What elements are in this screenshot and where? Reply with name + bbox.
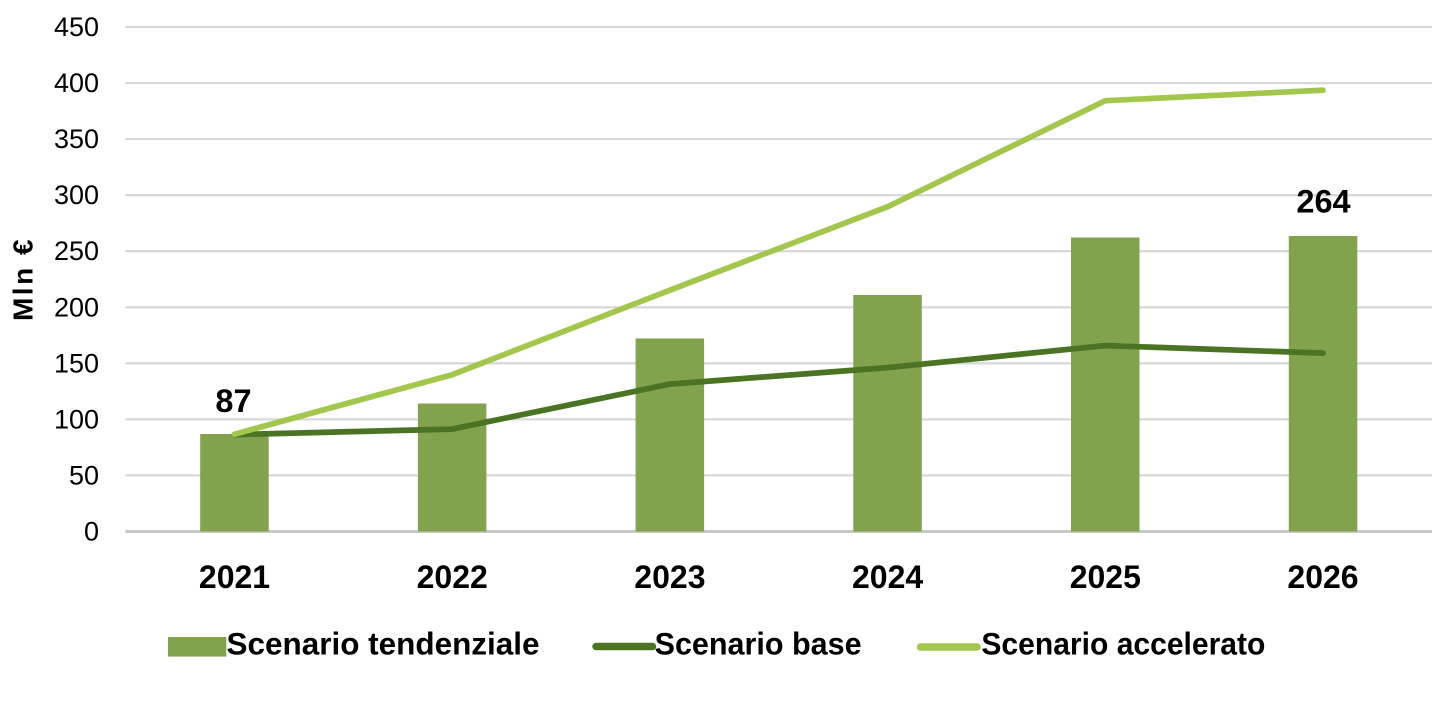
svg-text:Scenario base: Scenario base [655, 626, 862, 662]
svg-text:264: 264 [1296, 184, 1350, 220]
svg-text:0: 0 [84, 517, 99, 547]
svg-text:87: 87 [215, 383, 251, 419]
svg-text:2023: 2023 [634, 559, 705, 595]
svg-text:150: 150 [54, 348, 99, 378]
svg-text:450: 450 [54, 12, 99, 42]
svg-text:Mln €: Mln € [8, 237, 39, 321]
svg-text:Scenario accelerato: Scenario accelerato [981, 626, 1265, 662]
svg-text:350: 350 [54, 124, 99, 154]
svg-text:200: 200 [54, 292, 99, 322]
svg-text:2026: 2026 [1287, 559, 1358, 595]
svg-text:100: 100 [54, 404, 99, 434]
svg-text:300: 300 [54, 180, 99, 210]
svg-text:2024: 2024 [852, 559, 923, 595]
svg-text:2025: 2025 [1070, 559, 1141, 595]
svg-text:50: 50 [69, 460, 99, 490]
svg-text:2021: 2021 [199, 559, 270, 595]
svg-text:250: 250 [54, 236, 99, 266]
svg-text:2022: 2022 [417, 559, 488, 595]
svg-text:400: 400 [54, 68, 99, 98]
svg-text:Scenario tendenziale: Scenario tendenziale [227, 626, 540, 662]
